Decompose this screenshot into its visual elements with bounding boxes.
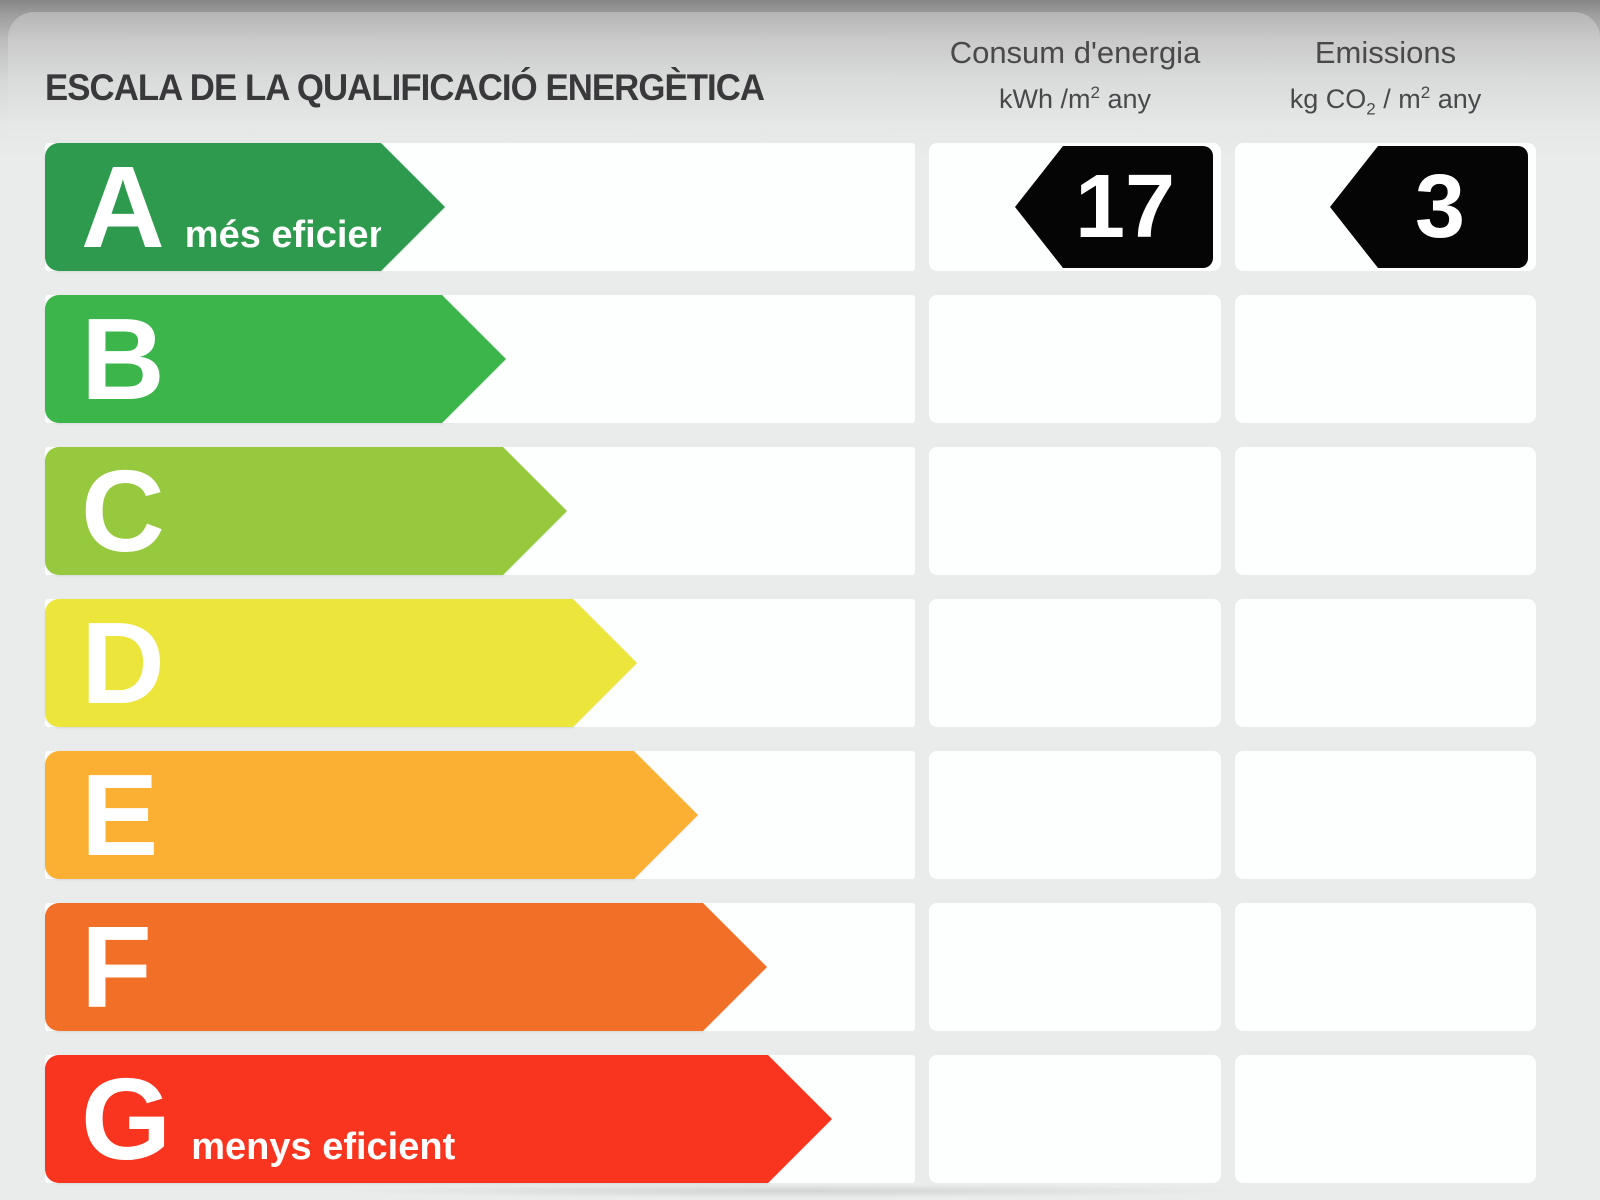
emissions-cell xyxy=(1235,903,1536,1031)
rating-row: A més eficient 17 3 xyxy=(45,143,1536,271)
consumption-cell xyxy=(929,751,1221,879)
consumption-cell xyxy=(929,447,1221,575)
right-arrow-tip xyxy=(572,599,637,727)
rating-bar-body: E xyxy=(45,751,634,879)
right-arrow-tip xyxy=(503,447,567,575)
right-arrow-tip xyxy=(442,295,507,423)
emissions-unit-tail: any xyxy=(1430,84,1482,115)
consumption-value: 17 xyxy=(1074,157,1176,257)
rating-bar-track: E xyxy=(45,751,915,879)
right-arrow-tip xyxy=(768,1055,833,1183)
rating-bar: D xyxy=(45,599,637,727)
consumption-cell xyxy=(929,1055,1221,1183)
emissions-value-arrow: 3 xyxy=(1330,146,1528,268)
rating-bar-body: G menys eficient xyxy=(45,1055,769,1183)
label-content: ESCALA DE LA QUALIFICACIÓ ENERGÈTICA Con… xyxy=(45,0,1536,1183)
rating-bar-label: menys eficient xyxy=(191,1126,456,1168)
consumption-unit-main: kWh /m xyxy=(998,84,1091,115)
emissions-cell: 3 xyxy=(1235,143,1536,271)
emissions-unit-sup: 2 xyxy=(1420,83,1431,103)
rating-bar: F xyxy=(45,903,768,1031)
rating-row: F xyxy=(45,903,1536,1031)
emissions-value: 3 xyxy=(1414,157,1466,257)
rating-letter: E xyxy=(81,751,159,879)
bottom-shadow xyxy=(330,1184,1250,1198)
emissions-cell xyxy=(1235,447,1536,575)
rating-bar: E xyxy=(45,751,698,879)
emissions-cell xyxy=(1235,1055,1536,1183)
consumption-unit-tail: any xyxy=(1099,84,1151,115)
rating-letter: A xyxy=(81,143,165,271)
consumption-header-text: Consum d'energia xyxy=(949,35,1201,70)
rating-bar-track: A més eficient xyxy=(45,143,915,271)
page-title: ESCALA DE LA QUALIFICACIÓ ENERGÈTICA xyxy=(45,67,765,108)
consumption-column-header: Consum d'energia kWh /m2 any xyxy=(929,0,1221,143)
rating-bar: A més eficient xyxy=(45,143,446,271)
rating-bar-track: C xyxy=(45,447,915,575)
rating-bar: B xyxy=(45,295,507,423)
rating-letter: F xyxy=(81,903,152,1031)
emissions-unit-sub: 2 xyxy=(1366,99,1376,119)
emissions-header-unit: kg CO2 / m2 any xyxy=(1235,83,1536,119)
rating-bar: C xyxy=(45,447,567,575)
consumption-cell xyxy=(929,295,1221,423)
consumption-value-arrow: 17 xyxy=(1015,146,1213,268)
consumption-header-unit: kWh /m2 any xyxy=(929,83,1221,115)
consumption-unit-sup: 2 xyxy=(1090,83,1100,103)
emissions-cell xyxy=(1235,751,1536,879)
emissions-unit-b: / m xyxy=(1375,84,1421,115)
rating-letter: G xyxy=(81,1055,172,1183)
rating-bar-track: D xyxy=(45,599,915,727)
right-arrow-tip xyxy=(381,143,446,271)
rating-bar-track: G menys eficient xyxy=(45,1055,915,1183)
consumption-cell: 17 xyxy=(929,143,1221,271)
rating-bar-track: F xyxy=(45,903,915,1031)
rating-bar: G menys eficient xyxy=(45,1055,833,1183)
rating-bar-track: B xyxy=(45,295,915,423)
rating-bar-body: A més eficient xyxy=(45,143,382,271)
rating-bar-body: F xyxy=(45,903,704,1031)
rating-row: G menys eficient xyxy=(45,1055,1536,1183)
emissions-header-text: Emissions xyxy=(1314,35,1457,70)
left-arrow-tip xyxy=(1015,146,1063,268)
rating-row: D xyxy=(45,599,1536,727)
emissions-unit-a: kg CO xyxy=(1289,84,1367,115)
emissions-column-header: Emissions kg CO2 / m2 any xyxy=(1235,0,1536,143)
rating-bar-body: B xyxy=(45,295,443,423)
header-row: ESCALA DE LA QUALIFICACIÓ ENERGÈTICA Con… xyxy=(45,0,1536,143)
right-arrow-tip xyxy=(633,751,698,879)
consumption-cell xyxy=(929,903,1221,1031)
rating-bar-body: C xyxy=(45,447,503,575)
rating-rows: A més eficient 17 3 B xyxy=(45,143,1536,1183)
rating-row: C xyxy=(45,447,1536,575)
rating-bar-body: D xyxy=(45,599,573,727)
rating-row: E xyxy=(45,751,1536,879)
rating-letter: C xyxy=(81,447,165,575)
rating-row: B xyxy=(45,295,1536,423)
rating-letter: B xyxy=(81,295,165,423)
consumption-cell xyxy=(929,599,1221,727)
rating-letter: D xyxy=(81,599,165,727)
emissions-cell xyxy=(1235,599,1536,727)
right-arrow-tip xyxy=(703,903,768,1031)
left-arrow-tip xyxy=(1330,146,1378,268)
rating-bar-label: més eficient xyxy=(184,214,382,256)
emissions-cell xyxy=(1235,295,1536,423)
